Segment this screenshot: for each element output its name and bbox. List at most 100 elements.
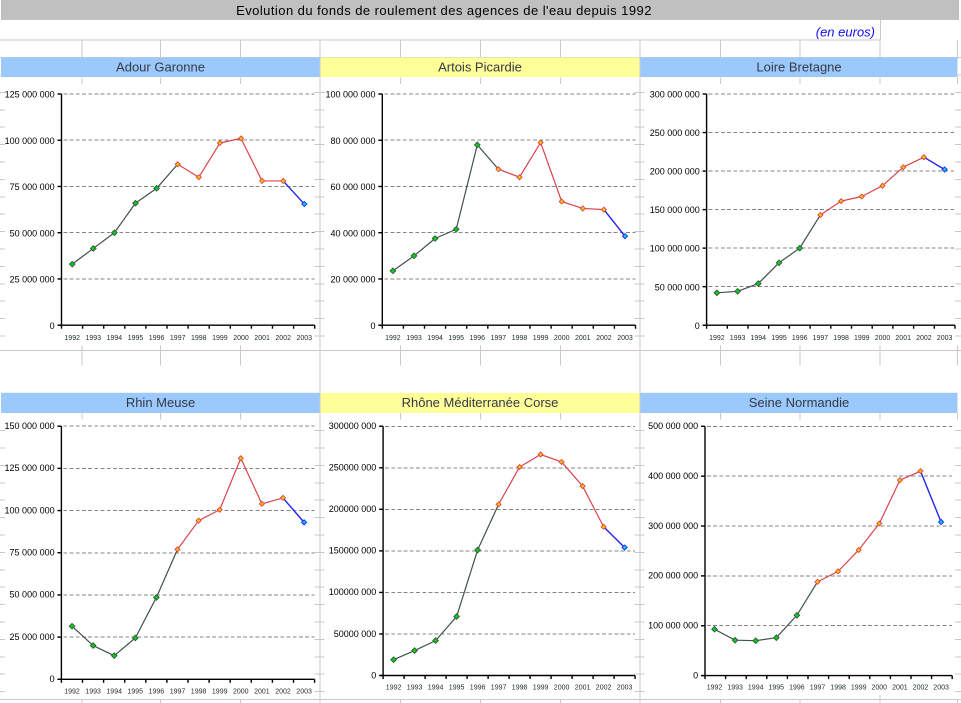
svg-text:1995: 1995: [449, 685, 465, 692]
svg-text:1999: 1999: [851, 685, 867, 692]
svg-text:40 000 000: 40 000 000: [330, 228, 375, 238]
svg-text:2003: 2003: [937, 335, 953, 342]
svg-text:60 000 000: 60 000 000: [330, 182, 375, 192]
svg-text:1996: 1996: [470, 335, 486, 342]
svg-text:1995: 1995: [769, 685, 785, 692]
svg-text:2003: 2003: [617, 335, 633, 342]
svg-text:1995: 1995: [128, 688, 144, 695]
svg-text:2001: 2001: [575, 335, 591, 342]
svg-text:100 000 000: 100 000 000: [648, 621, 698, 631]
svg-text:2001: 2001: [254, 688, 270, 695]
svg-text:50 000 000: 50 000 000: [655, 282, 700, 292]
svg-text:200 000 000: 200 000 000: [650, 167, 700, 177]
svg-text:1992: 1992: [64, 335, 80, 342]
svg-text:Rhône Méditerranée Corse: Rhône Méditerranée Corse: [402, 395, 559, 410]
svg-text:1992: 1992: [707, 685, 723, 692]
svg-text:1998: 1998: [512, 685, 528, 692]
svg-text:2000: 2000: [554, 335, 570, 342]
svg-text:1995: 1995: [448, 335, 464, 342]
svg-text:125 000 000: 125 000 000: [5, 463, 55, 473]
svg-text:25 000 000: 25 000 000: [10, 632, 55, 642]
svg-text:Rhin Meuse: Rhin Meuse: [126, 395, 195, 410]
svg-text:1994: 1994: [748, 685, 764, 692]
svg-text:1998: 1998: [191, 688, 207, 695]
svg-text:1993: 1993: [727, 685, 743, 692]
svg-text:1993: 1993: [86, 335, 102, 342]
svg-text:2002: 2002: [916, 335, 932, 342]
svg-text:1998: 1998: [191, 335, 207, 342]
svg-text:1994: 1994: [428, 685, 444, 692]
svg-text:1996: 1996: [149, 688, 165, 695]
svg-text:1997: 1997: [810, 685, 826, 692]
svg-text:1994: 1994: [107, 335, 123, 342]
svg-text:2000: 2000: [872, 685, 888, 692]
svg-text:300000 000: 300000 000: [329, 421, 377, 431]
svg-text:1999: 1999: [212, 335, 228, 342]
svg-text:1992: 1992: [386, 685, 402, 692]
svg-text:1997: 1997: [170, 335, 186, 342]
svg-text:2003: 2003: [933, 685, 949, 692]
svg-text:500 000 000: 500 000 000: [648, 421, 698, 431]
svg-text:2000: 2000: [875, 335, 891, 342]
svg-text:0: 0: [50, 321, 55, 331]
svg-text:2001: 2001: [254, 335, 270, 342]
svg-text:400 000 000: 400 000 000: [648, 471, 698, 481]
svg-text:80 000 000: 80 000 000: [330, 136, 375, 146]
svg-text:1993: 1993: [407, 685, 423, 692]
svg-text:2001: 2001: [892, 685, 908, 692]
svg-text:1999: 1999: [854, 335, 870, 342]
svg-text:1996: 1996: [470, 685, 486, 692]
svg-text:1999: 1999: [533, 335, 549, 342]
svg-text:100 000 000: 100 000 000: [650, 244, 700, 254]
svg-text:2002: 2002: [596, 335, 612, 342]
svg-text:2002: 2002: [913, 685, 929, 692]
svg-text:1994: 1994: [751, 335, 767, 342]
svg-text:125 000 000: 125 000 000: [5, 90, 55, 100]
svg-text:0: 0: [695, 321, 700, 331]
svg-text:150 000 000: 150 000 000: [650, 205, 700, 215]
svg-text:50 000 000: 50 000 000: [10, 228, 55, 238]
svg-text:150000 000: 150000 000: [329, 546, 377, 556]
svg-text:200000 000: 200000 000: [329, 504, 377, 514]
svg-text:1998: 1998: [830, 685, 846, 692]
svg-text:1998: 1998: [833, 335, 849, 342]
svg-text:100 000 000: 100 000 000: [5, 136, 55, 146]
svg-text:2002: 2002: [275, 335, 291, 342]
svg-text:1992: 1992: [64, 688, 80, 695]
svg-text:75 000 000: 75 000 000: [10, 182, 55, 192]
svg-text:1993: 1993: [730, 335, 746, 342]
svg-text:Seine Normandie: Seine Normandie: [749, 395, 849, 410]
svg-text:2000: 2000: [233, 335, 249, 342]
svg-text:25 000 000: 25 000 000: [10, 275, 55, 285]
svg-text:Loire Bretagne: Loire Bretagne: [756, 60, 841, 75]
svg-text:0: 0: [371, 670, 376, 680]
svg-text:1993: 1993: [85, 688, 101, 695]
svg-text:Adour Garonne: Adour Garonne: [116, 60, 205, 75]
svg-text:1992: 1992: [385, 335, 401, 342]
svg-text:300 000 000: 300 000 000: [650, 90, 700, 100]
svg-text:2001: 2001: [895, 335, 911, 342]
svg-text:0: 0: [370, 321, 375, 331]
svg-text:2003: 2003: [617, 685, 633, 692]
svg-text:1997: 1997: [813, 335, 829, 342]
svg-text:1994: 1994: [427, 335, 443, 342]
svg-text:1997: 1997: [170, 688, 186, 695]
svg-text:(en euros): (en euros): [816, 25, 875, 40]
svg-text:0: 0: [693, 670, 698, 680]
svg-text:100 000 000: 100 000 000: [325, 90, 375, 100]
svg-text:1999: 1999: [533, 685, 549, 692]
svg-text:Artois Picardie: Artois Picardie: [438, 60, 522, 75]
svg-text:2000: 2000: [233, 688, 249, 695]
svg-text:2001: 2001: [575, 685, 591, 692]
svg-text:1996: 1996: [789, 685, 805, 692]
svg-text:50000 000: 50000 000: [334, 629, 377, 639]
svg-text:1997: 1997: [491, 685, 507, 692]
svg-text:100000 000: 100000 000: [329, 587, 377, 597]
svg-text:1999: 1999: [212, 688, 228, 695]
svg-text:250 000 000: 250 000 000: [650, 128, 700, 138]
svg-text:250000 000: 250000 000: [329, 463, 377, 473]
svg-text:1996: 1996: [792, 335, 808, 342]
svg-text:1998: 1998: [512, 335, 528, 342]
svg-text:2002: 2002: [596, 685, 612, 692]
svg-text:1995: 1995: [128, 335, 144, 342]
